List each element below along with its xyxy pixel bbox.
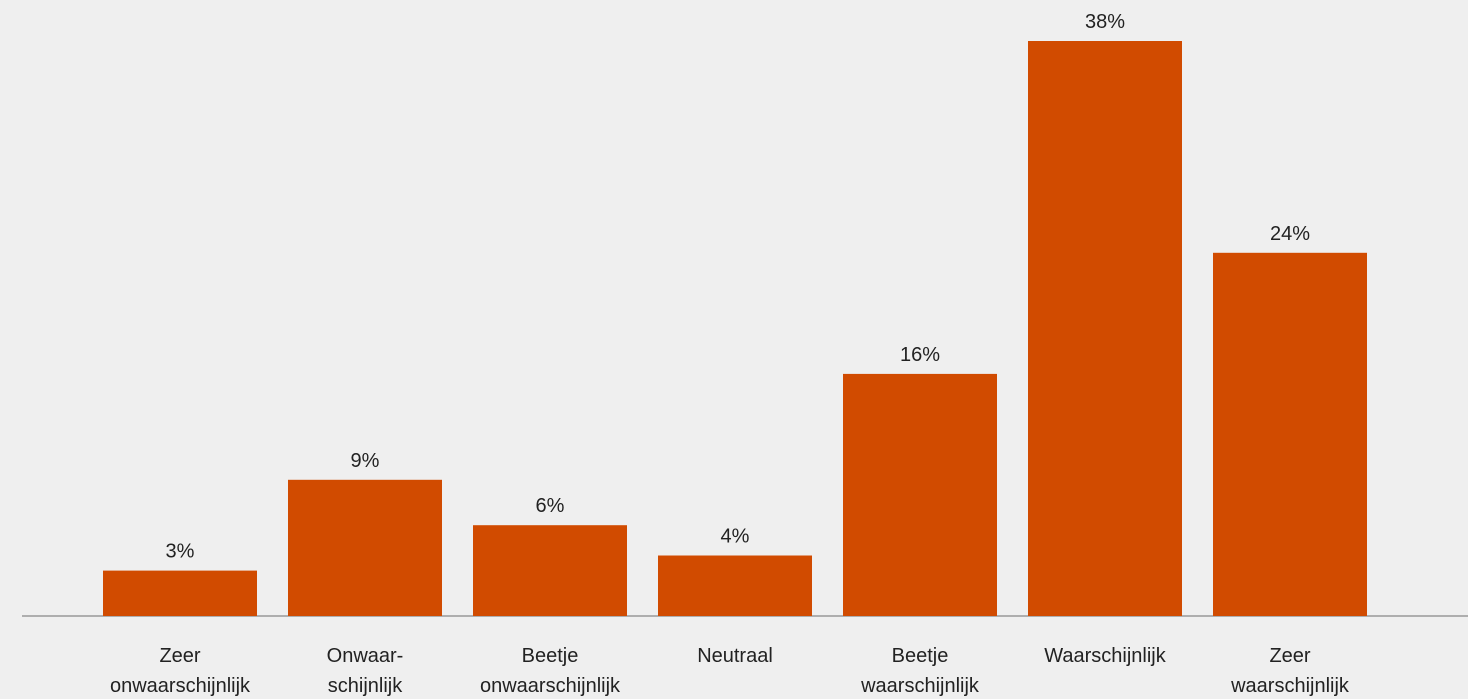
category-label-line: Waarschijnlijk (1044, 645, 1167, 667)
bar-value-label: 3% (166, 541, 195, 563)
bar (288, 479, 442, 616)
category-label-line: Beetje (892, 645, 949, 667)
category-label: Beetje onwaarschijnlijk (480, 645, 621, 697)
category-label-line: Onwaar- (327, 645, 404, 667)
category-label-line: schijnlijk (328, 675, 403, 697)
category-label: Zeer waarschijnlijk (1230, 645, 1350, 697)
bar (103, 570, 257, 616)
category-label-line: Beetje (522, 645, 579, 667)
category-label: Onwaar-schijnlijk (327, 645, 404, 697)
category-label-line: waarschijnlijk (860, 675, 980, 697)
bar-value-label: 6% (536, 495, 565, 517)
value-labels-group: 3% 9% 6% 4% 16% 38% 24% (166, 11, 1311, 563)
bar-value-label: 9% (351, 450, 380, 472)
category-label: Zeer onwaarschijnlijk (110, 645, 251, 697)
category-label: Neutraal (697, 645, 773, 667)
category-label-line: Zeer (159, 645, 200, 667)
category-label: Beetje waarschijnlijk (860, 645, 980, 697)
category-label-line: onwaarschijnlijk (480, 675, 621, 697)
category-label: Waarschijnlijk (1044, 645, 1167, 667)
bar (1213, 252, 1367, 617)
category-label-line: Zeer (1269, 645, 1310, 667)
bar (1028, 41, 1182, 616)
category-label-line: waarschijnlijk (1230, 675, 1350, 697)
bar (658, 555, 812, 616)
bar (473, 525, 627, 616)
bar-value-label: 4% (721, 526, 750, 548)
bars-group (103, 41, 1367, 617)
bar-value-label: 38% (1085, 11, 1125, 33)
bar-value-label: 24% (1270, 223, 1310, 245)
category-label-line: Neutraal (697, 645, 773, 667)
bar-value-label: 16% (900, 344, 940, 366)
category-labels-group: Zeer onwaarschijnlijk Onwaar-schijnlijk Bee… (110, 645, 1350, 697)
bar (843, 373, 997, 616)
category-label-line: onwaarschijnlijk (110, 675, 251, 697)
